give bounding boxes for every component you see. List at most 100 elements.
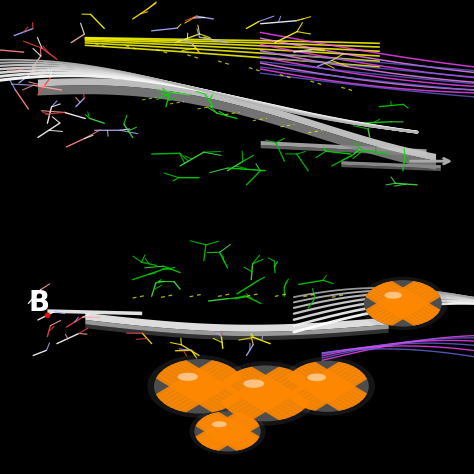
- Ellipse shape: [201, 415, 254, 447]
- Ellipse shape: [208, 419, 247, 444]
- Text: B: B: [28, 289, 50, 318]
- Ellipse shape: [383, 292, 422, 315]
- Ellipse shape: [197, 385, 201, 388]
- Ellipse shape: [237, 377, 293, 410]
- Ellipse shape: [308, 375, 346, 398]
- Polygon shape: [85, 320, 389, 336]
- Ellipse shape: [219, 426, 236, 437]
- Ellipse shape: [302, 371, 352, 401]
- Ellipse shape: [290, 363, 365, 410]
- Ellipse shape: [196, 412, 259, 450]
- Ellipse shape: [321, 383, 333, 390]
- Ellipse shape: [378, 288, 428, 319]
- Ellipse shape: [194, 411, 261, 451]
- Ellipse shape: [230, 373, 301, 414]
- Ellipse shape: [194, 383, 203, 389]
- Ellipse shape: [254, 386, 277, 401]
- Ellipse shape: [389, 295, 417, 311]
- Ellipse shape: [163, 365, 235, 408]
- Polygon shape: [47, 310, 142, 315]
- Ellipse shape: [374, 286, 432, 321]
- Ellipse shape: [174, 371, 224, 401]
- Ellipse shape: [298, 368, 356, 404]
- Polygon shape: [341, 165, 441, 171]
- Polygon shape: [38, 78, 436, 161]
- Ellipse shape: [307, 374, 326, 381]
- Ellipse shape: [219, 365, 312, 421]
- Ellipse shape: [370, 283, 436, 323]
- Ellipse shape: [243, 379, 264, 388]
- Ellipse shape: [310, 376, 344, 397]
- Ellipse shape: [156, 360, 242, 412]
- Ellipse shape: [252, 385, 279, 402]
- Ellipse shape: [190, 381, 208, 392]
- Ellipse shape: [300, 370, 354, 403]
- Polygon shape: [261, 145, 427, 156]
- Ellipse shape: [292, 365, 363, 408]
- Ellipse shape: [161, 363, 237, 410]
- Ellipse shape: [304, 372, 350, 401]
- Ellipse shape: [287, 362, 367, 410]
- Ellipse shape: [395, 299, 410, 308]
- Ellipse shape: [154, 359, 244, 413]
- Ellipse shape: [199, 414, 255, 448]
- Ellipse shape: [224, 429, 231, 433]
- Ellipse shape: [226, 370, 305, 417]
- Ellipse shape: [306, 374, 348, 399]
- Ellipse shape: [261, 391, 270, 396]
- Ellipse shape: [165, 366, 233, 407]
- Ellipse shape: [387, 294, 419, 313]
- Ellipse shape: [212, 361, 319, 426]
- Polygon shape: [341, 161, 441, 169]
- Ellipse shape: [376, 287, 430, 319]
- Ellipse shape: [382, 291, 424, 316]
- Ellipse shape: [323, 384, 331, 389]
- Ellipse shape: [181, 375, 217, 397]
- Ellipse shape: [296, 367, 358, 406]
- Ellipse shape: [358, 277, 447, 330]
- Ellipse shape: [372, 285, 434, 322]
- Ellipse shape: [397, 300, 409, 307]
- Ellipse shape: [245, 381, 286, 406]
- Ellipse shape: [263, 392, 268, 395]
- Ellipse shape: [212, 422, 242, 440]
- Ellipse shape: [221, 428, 234, 435]
- Ellipse shape: [401, 302, 405, 304]
- Ellipse shape: [228, 371, 302, 416]
- Ellipse shape: [285, 361, 369, 412]
- Ellipse shape: [399, 301, 407, 306]
- Ellipse shape: [198, 413, 257, 449]
- Ellipse shape: [178, 373, 198, 381]
- Ellipse shape: [179, 374, 219, 399]
- Ellipse shape: [364, 280, 442, 327]
- Ellipse shape: [385, 293, 420, 314]
- Ellipse shape: [221, 367, 310, 420]
- Ellipse shape: [317, 380, 337, 392]
- Polygon shape: [261, 141, 427, 154]
- Ellipse shape: [368, 283, 438, 324]
- Ellipse shape: [233, 374, 298, 413]
- Ellipse shape: [170, 369, 228, 404]
- Ellipse shape: [222, 428, 232, 434]
- Ellipse shape: [366, 281, 440, 326]
- Ellipse shape: [204, 417, 251, 446]
- Ellipse shape: [172, 370, 226, 403]
- Ellipse shape: [158, 362, 239, 411]
- Ellipse shape: [384, 292, 402, 299]
- Ellipse shape: [212, 421, 227, 428]
- Ellipse shape: [249, 383, 282, 403]
- Ellipse shape: [235, 375, 296, 411]
- Ellipse shape: [315, 379, 339, 394]
- Polygon shape: [38, 85, 436, 170]
- Ellipse shape: [167, 367, 230, 405]
- Ellipse shape: [242, 379, 289, 407]
- Ellipse shape: [206, 418, 249, 445]
- Ellipse shape: [240, 378, 291, 409]
- Ellipse shape: [247, 382, 284, 405]
- Ellipse shape: [256, 388, 275, 399]
- Ellipse shape: [176, 373, 221, 400]
- Ellipse shape: [226, 430, 229, 432]
- Ellipse shape: [391, 296, 415, 310]
- Ellipse shape: [188, 380, 210, 393]
- Ellipse shape: [218, 425, 237, 438]
